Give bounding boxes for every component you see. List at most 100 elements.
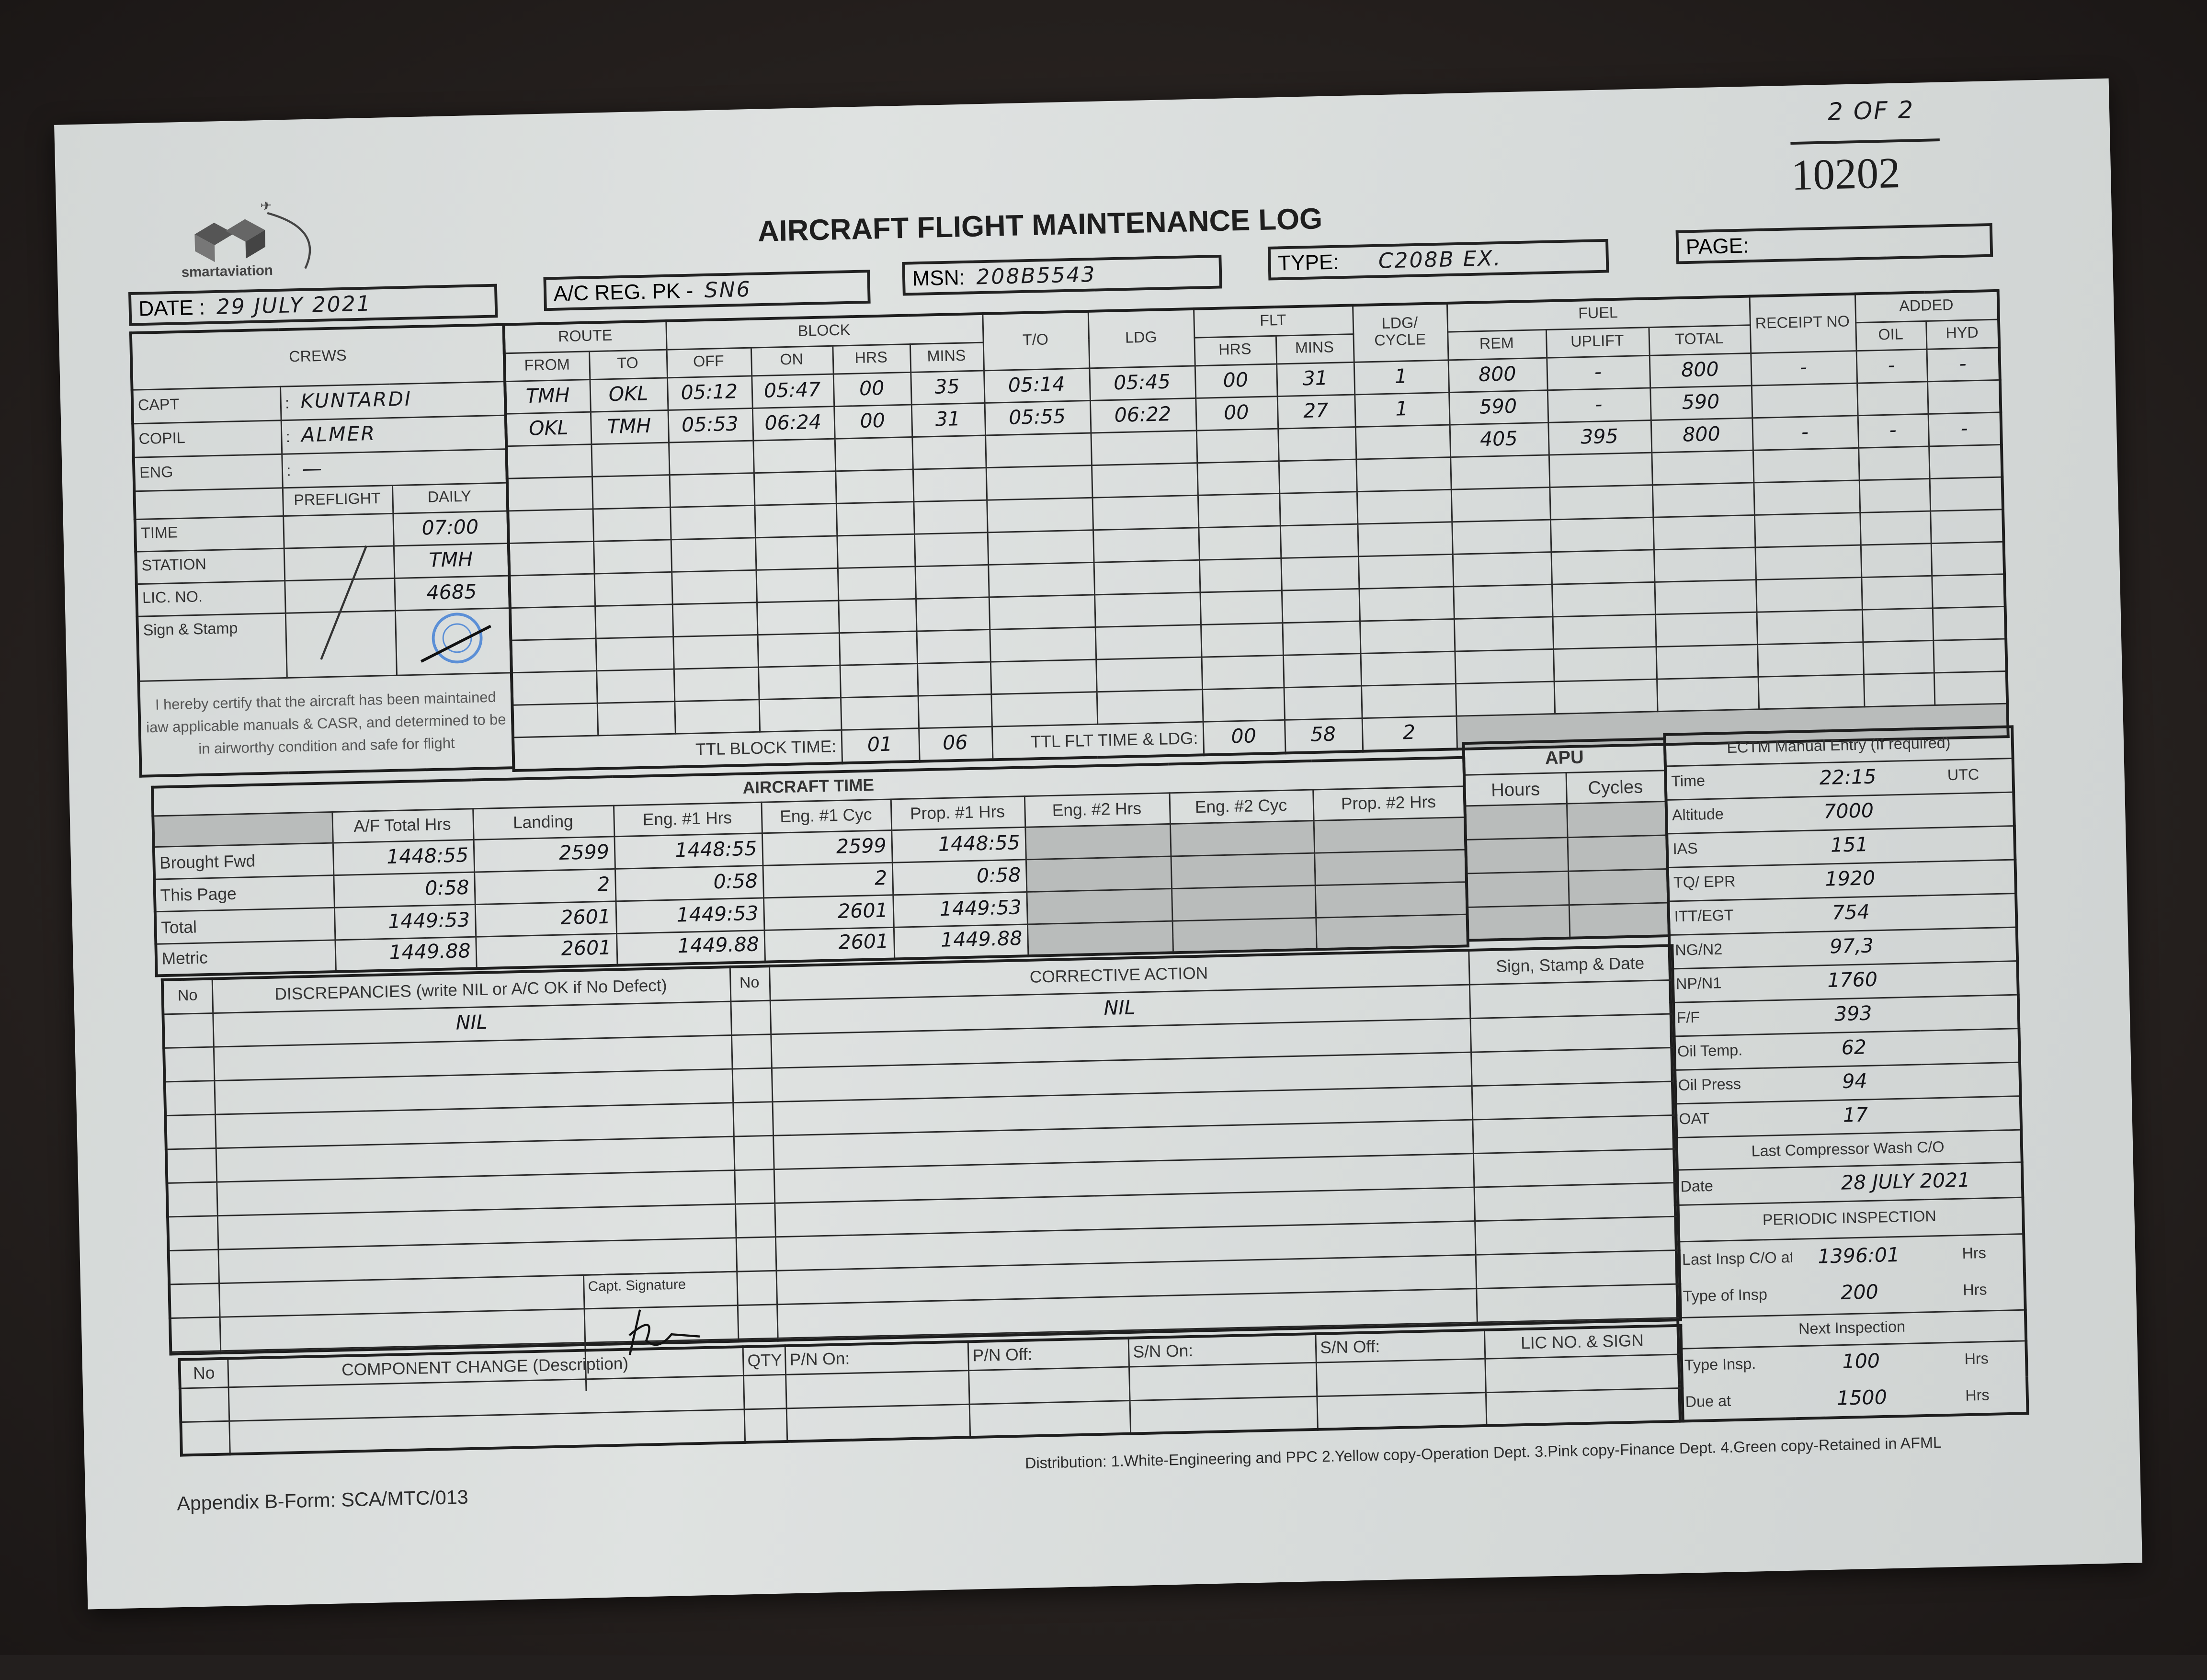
block-mins-cell[interactable] bbox=[913, 532, 988, 566]
hyd-added-cell[interactable] bbox=[1927, 379, 2001, 413]
block-mins-cell[interactable] bbox=[911, 434, 986, 469]
flt-mins-cell[interactable] bbox=[1282, 620, 1360, 655]
takeoff-cell[interactable]: 05:14 bbox=[983, 367, 1090, 403]
disc-no-cell[interactable] bbox=[164, 1080, 215, 1115]
disc-no-cell[interactable] bbox=[167, 1215, 218, 1250]
ldg-cycle-cell[interactable]: 1 bbox=[1354, 392, 1449, 427]
ldg-cycle-cell[interactable] bbox=[1357, 521, 1452, 556]
hyd-added-cell[interactable] bbox=[1931, 573, 2005, 608]
time-value-cell[interactable]: 1449:53 bbox=[615, 897, 764, 933]
disc-no-cell[interactable] bbox=[167, 1181, 217, 1216]
fuel-rem-cell[interactable] bbox=[1453, 583, 1552, 619]
block-hrs-cell[interactable] bbox=[838, 630, 917, 665]
receipt-no-cell[interactable] bbox=[1752, 447, 1859, 482]
disc-no-cell[interactable] bbox=[163, 1046, 214, 1081]
oil-added-cell[interactable] bbox=[1862, 639, 1934, 674]
landing-cell[interactable] bbox=[1092, 494, 1198, 530]
block-on-cell[interactable] bbox=[755, 568, 838, 602]
block-on-cell[interactable] bbox=[754, 535, 837, 569]
due-at-value[interactable]: 1500 bbox=[1836, 1386, 1888, 1410]
time-value-cell[interactable]: 2 bbox=[474, 868, 615, 904]
crew-value-cell[interactable]: : ALMER bbox=[280, 414, 507, 454]
fuel-uplift-cell[interactable]: - bbox=[1546, 354, 1650, 390]
component-cell[interactable] bbox=[1128, 1362, 1317, 1400]
oil-added-cell[interactable]: - bbox=[1855, 348, 1927, 383]
sign-cell[interactable] bbox=[1472, 1114, 1677, 1153]
receipt-no-cell[interactable] bbox=[1753, 479, 1860, 515]
fuel-rem-cell[interactable] bbox=[1452, 551, 1552, 586]
fuel-uplift-cell[interactable]: - bbox=[1547, 387, 1650, 422]
apu-cycles-cell[interactable] bbox=[1568, 902, 1669, 938]
takeoff-cell[interactable] bbox=[990, 691, 1097, 726]
sign-cell[interactable] bbox=[1474, 1215, 1679, 1254]
flt-mins-cell[interactable] bbox=[1277, 426, 1356, 461]
apu-cycles-cell[interactable] bbox=[1567, 834, 1668, 871]
hyd-added-cell[interactable] bbox=[1930, 509, 2004, 543]
component-cell[interactable] bbox=[968, 1366, 1129, 1404]
landing-cell[interactable] bbox=[1095, 656, 1202, 692]
takeoff-cell[interactable] bbox=[985, 465, 1092, 499]
time-value-cell[interactable]: 2 bbox=[762, 862, 893, 897]
flt-mins-cell[interactable]: 27 bbox=[1276, 394, 1355, 428]
block-hrs-cell[interactable] bbox=[835, 468, 913, 503]
fuel-total-cell[interactable] bbox=[1651, 449, 1753, 485]
takeoff-cell[interactable]: 05:55 bbox=[984, 400, 1091, 435]
from-cell[interactable] bbox=[512, 702, 598, 737]
fuel-total-cell[interactable] bbox=[1655, 644, 1758, 679]
next-type-value[interactable]: 100 bbox=[1842, 1351, 1880, 1374]
flt-hrs-cell[interactable]: 00 bbox=[1195, 396, 1278, 430]
ectm-value[interactable]: 754 bbox=[1784, 895, 1918, 932]
ldg-cycle-cell[interactable] bbox=[1354, 424, 1450, 459]
apu-hours-cell[interactable] bbox=[1466, 837, 1568, 873]
time-value-cell[interactable]: 1448:55 bbox=[614, 832, 762, 868]
ectm-value[interactable]: 151 bbox=[1782, 827, 1917, 864]
fuel-rem-cell[interactable] bbox=[1453, 616, 1553, 651]
fuel-total-cell[interactable]: 800 bbox=[1649, 352, 1751, 387]
flt-mins-cell[interactable] bbox=[1283, 653, 1361, 687]
receipt-no-cell[interactable]: - bbox=[1752, 415, 1858, 450]
sign-cell[interactable] bbox=[1476, 1283, 1681, 1322]
landing-cell[interactable] bbox=[1094, 591, 1201, 627]
from-cell[interactable] bbox=[511, 670, 597, 704]
component-cell[interactable] bbox=[785, 1403, 970, 1442]
fuel-total-cell[interactable] bbox=[1654, 579, 1756, 614]
ectm-value[interactable]: 1920 bbox=[1783, 861, 1918, 898]
takeoff-cell[interactable] bbox=[989, 626, 1096, 661]
sign-cell[interactable] bbox=[1475, 1249, 1680, 1288]
crew-value-cell[interactable]: : KUNTARDI bbox=[280, 381, 506, 420]
to-cell[interactable] bbox=[593, 571, 672, 606]
block-off-cell[interactable] bbox=[672, 634, 758, 669]
wash-date-value[interactable]: 28 JULY 2021 bbox=[1789, 1161, 2023, 1202]
block-hrs-cell[interactable] bbox=[835, 501, 914, 535]
type-insp-value[interactable]: 200 bbox=[1840, 1282, 1879, 1305]
time-value-cell[interactable]: 1449.88 bbox=[616, 930, 765, 965]
ectm-value[interactable]: 97,3 bbox=[1784, 929, 1919, 966]
oil-added-cell[interactable] bbox=[1859, 510, 1931, 545]
block-mins-cell[interactable]: 35 bbox=[910, 370, 984, 404]
ldg-cycle-cell[interactable] bbox=[1361, 683, 1456, 718]
corrective-no-cell[interactable] bbox=[737, 1304, 777, 1339]
flt-hrs-cell[interactable] bbox=[1198, 525, 1281, 559]
block-hrs-cell[interactable] bbox=[838, 598, 916, 633]
component-cell[interactable] bbox=[742, 1374, 786, 1409]
capt-signature-box[interactable]: Capt. Signature bbox=[582, 1270, 744, 1391]
fuel-rem-cell[interactable]: 405 bbox=[1449, 421, 1548, 457]
oil-added-cell[interactable] bbox=[1860, 543, 1932, 577]
landing-cell[interactable]: 06:22 bbox=[1090, 397, 1196, 432]
fuel-uplift-cell[interactable] bbox=[1548, 452, 1652, 487]
daily-cell[interactable]: 07:00 bbox=[392, 510, 509, 545]
fuel-uplift-cell[interactable] bbox=[1550, 516, 1654, 552]
sign-cell[interactable] bbox=[1473, 1182, 1679, 1221]
component-cell[interactable] bbox=[180, 1386, 229, 1422]
corrective-no-cell[interactable] bbox=[732, 1101, 773, 1136]
oil-added-cell[interactable] bbox=[1858, 478, 1930, 512]
component-cell[interactable] bbox=[1484, 1353, 1683, 1392]
from-cell[interactable] bbox=[510, 605, 595, 640]
disc-no-cell[interactable] bbox=[170, 1316, 220, 1351]
to-cell[interactable] bbox=[595, 636, 673, 670]
landing-cell[interactable]: 05:45 bbox=[1089, 365, 1195, 400]
receipt-no-cell[interactable] bbox=[1754, 544, 1861, 579]
block-on-cell[interactable] bbox=[757, 632, 840, 667]
component-cell[interactable] bbox=[1129, 1396, 1317, 1434]
fuel-rem-cell[interactable] bbox=[1450, 454, 1549, 489]
